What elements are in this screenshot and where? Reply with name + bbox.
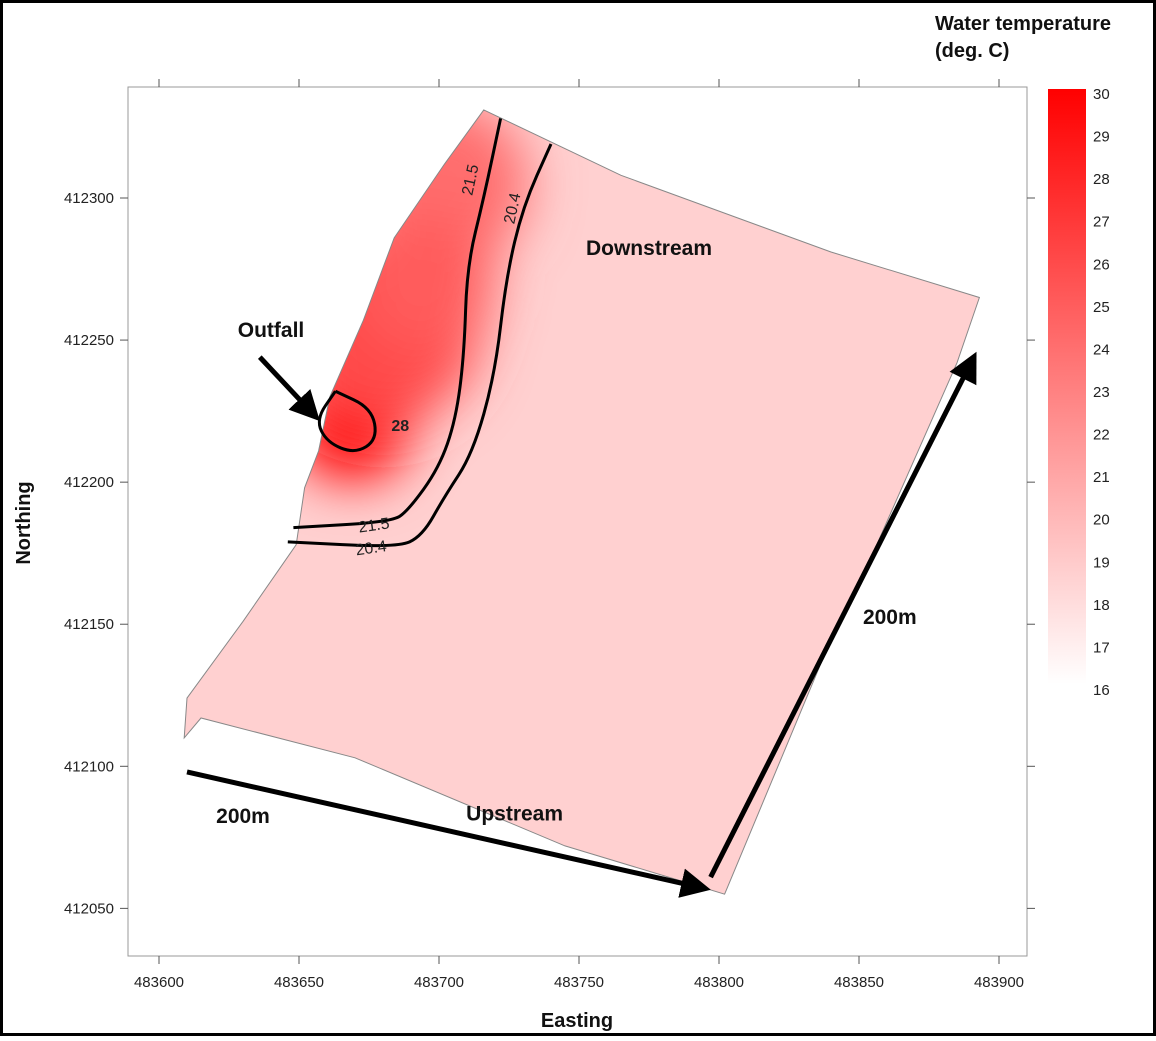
annotation-200m: 200m [216,805,270,828]
colorbar-tick-label: 24 [1093,341,1110,358]
y-tick-label: 412150 [64,616,114,633]
x-tick-label: 483600 [134,974,184,991]
colorbar-tick-label: 23 [1093,384,1110,401]
outfall-arrow [257,355,320,422]
contour-label: 21.5 [357,515,390,536]
colorbar-tick-label: 26 [1093,256,1110,273]
colorbar-tick-label: 25 [1093,299,1110,316]
colorbar-tick-label: 18 [1093,597,1110,614]
colorbar-tick-label: 28 [1093,171,1110,188]
contour-label: 28 [391,418,409,435]
colorbar [1048,89,1086,684]
colorbar-title-line2: (deg. C) [935,40,1009,62]
colorbar-labels: 30 29 28 27 26 25 24 23 22 21 20 19 18 17 16 [1093,86,1110,699]
y-tick-label: 412200 [64,474,114,491]
annotation-upstream: Upstream [466,802,563,825]
x-tick-label: 483900 [974,974,1024,991]
y-axis-title: Northing [13,481,35,564]
colorbar-tick-label: 17 [1093,639,1110,656]
x-tick-label: 483700 [414,974,464,991]
y-tick-label: 412050 [64,900,114,917]
colorbar-tick-label: 16 [1093,682,1110,699]
colorbar-title-line1: Water temperature [935,13,1111,35]
axes: 483600 483650 483700 483750 483800 483850 4839… [64,79,1035,991]
x-tick-label: 483850 [834,974,884,991]
annotation-200m: 200m [863,606,917,629]
y-tick-label: 412300 [64,190,114,207]
upstream-200m-arrow [186,769,711,898]
downstream-200m-arrow [708,351,977,879]
contour-label: 20.4 [355,538,388,559]
x-tick-label: 483650 [274,974,324,991]
colorbar-tick-label: 29 [1093,129,1110,146]
contour-label: 20.4 [501,191,524,225]
colorbar-tick-label: 21 [1093,469,1110,486]
annotation-arrows [186,351,977,898]
contour-line-21.5 [293,118,503,530]
contour-label: 21.5 [459,163,482,197]
x-axis-title: Easting [541,1010,613,1032]
colorbar-tick-label: 30 [1093,86,1110,103]
annotation-downstream: Downstream [586,237,712,260]
y-tick-label: 412100 [64,758,114,775]
colorbar-tick-label: 19 [1093,554,1110,571]
x-tick-label: 483750 [554,974,604,991]
contour-line-28 [317,389,377,453]
y-tick-label: 412250 [64,332,114,349]
contour-line-20.4 [287,143,553,548]
colorbar-tick-label: 20 [1093,512,1110,529]
domain-outline [183,109,981,895]
colorbar-tick-label: 22 [1093,427,1110,444]
annotation-outfall: Outfall [238,319,305,342]
annotations: Outfall Downstream Upstream 200m 200m [216,237,917,828]
colorbar-tick-label: 27 [1093,214,1110,231]
x-tick-label: 483800 [694,974,744,991]
